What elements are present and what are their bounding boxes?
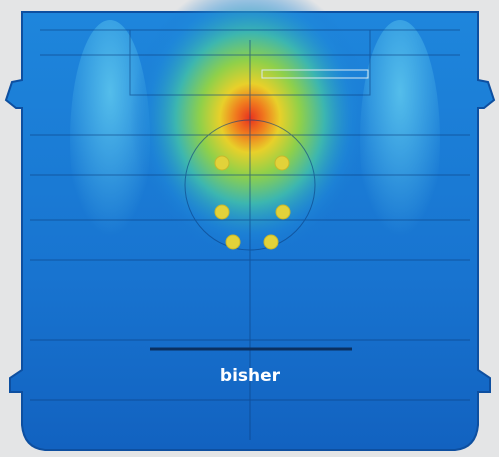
cab-body [4,0,496,451]
caption: bisher [220,366,281,386]
